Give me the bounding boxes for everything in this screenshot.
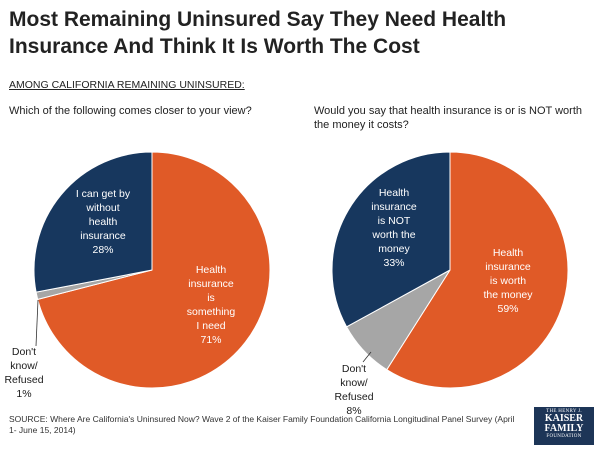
pie-0-label-2: I can get by without health insurance 28% <box>76 188 131 256</box>
pie-0-slice-0 <box>37 151 271 389</box>
page-title: Most Remaining Uninsured Say They Need H… <box>9 8 507 58</box>
pie-0-label-0: Health insurance is something I need 71% <box>187 264 236 346</box>
logo-line-4: FOUNDATION <box>546 434 582 439</box>
pie-1-label-0: Health insurance is worth the money 59% <box>483 247 533 315</box>
pie-0-label-1: Don't know/Refused 1% <box>4 346 43 400</box>
logo-line-2: KAISER <box>544 413 584 424</box>
pie-1-label-1: Don't know/Refused 8% <box>334 363 373 417</box>
pie-1-leader-line <box>362 351 372 363</box>
subheading: AMONG CALIFORNIA REMAINING UNINSURED: <box>9 79 245 91</box>
pie-0-slice-2 <box>33 151 153 293</box>
pie-1-slice-0 <box>386 151 569 389</box>
question-right: Would you say that health insurance is o… <box>314 105 582 131</box>
question-left: Which of the following comes closer to y… <box>9 105 252 117</box>
pie-1-label-2: Health insurance is NOT worth the money 33% <box>371 187 417 269</box>
logo-line-3: FAMILY <box>544 423 584 434</box>
source-note: SOURCE: Where Are California's Uninsured… <box>9 414 515 435</box>
logo-line-1: THE HENRY J. <box>546 409 582 414</box>
pie-1-slice-2 <box>331 151 451 328</box>
pie-0-leader-line <box>35 299 39 347</box>
kff-logo: THE HENRY J. KAISER FAMILY FOUNDATION <box>534 407 594 445</box>
